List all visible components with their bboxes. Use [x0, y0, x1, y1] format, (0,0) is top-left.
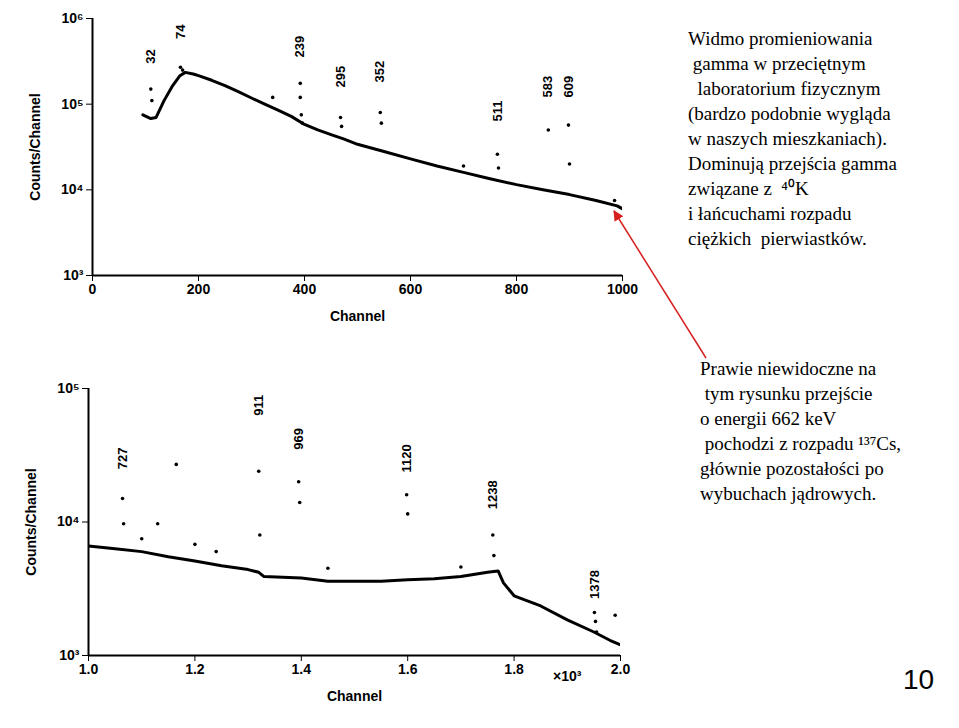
html-text:wybuchach jądrowych.: wybuchach jądrowych.: [700, 483, 877, 504]
html-text:w naszych mieszkaniach).: w naszych mieszkaniach).: [688, 128, 887, 149]
svg-text:32: 32: [143, 49, 158, 63]
svg-text:10³: 10³: [59, 647, 80, 663]
svg-text:239: 239: [292, 36, 307, 58]
svg-text:911: 911: [251, 395, 266, 416]
html-text:gamma w przeciętnym: gamma w przeciętnym: [688, 53, 866, 74]
html-text:(bardzo podobnie wygląda: (bardzo podobnie wygląda: [688, 103, 891, 124]
svg-text:352: 352: [372, 61, 387, 83]
svg-text:×10³: ×10³: [553, 668, 582, 684]
svg-text:10⁴: 10⁴: [57, 513, 80, 529]
html-text:Dominują przejścia gamma: Dominują przejścia gamma: [688, 153, 897, 174]
html-text:tym rysunku przejście: tym rysunku przejście: [700, 383, 873, 404]
svg-text:Channel: Channel: [330, 308, 385, 324]
html-text:Widmo promieniowania: Widmo promieniowania: [688, 28, 873, 49]
svg-text:1.4: 1.4: [292, 661, 312, 677]
svg-text:400: 400: [293, 281, 317, 297]
svg-text:10³: 10³: [63, 267, 84, 283]
svg-text:10⁶: 10⁶: [61, 10, 83, 26]
html-text:pochodzi z rozpadu ¹³⁷Cs,: pochodzi z rozpadu ¹³⁷Cs,: [700, 433, 902, 454]
svg-text:1000: 1000: [607, 281, 638, 297]
svg-text:1.6: 1.6: [398, 661, 418, 677]
svg-text:10⁴: 10⁴: [61, 181, 84, 197]
svg-text:1.8: 1.8: [504, 661, 524, 677]
svg-text:Channel: Channel: [327, 688, 382, 704]
svg-text:1120: 1120: [399, 444, 414, 472]
svg-text:1378: 1378: [587, 570, 602, 599]
html-text:i łańcuchami rozpadu: i łańcuchami rozpadu: [688, 203, 852, 224]
html-text:głównie pozostałości po: głównie pozostałości po: [700, 458, 884, 479]
html-text:ciężkich pierwiastków.: ciężkich pierwiastków.: [688, 228, 867, 249]
svg-text:583: 583: [540, 76, 555, 98]
svg-text:609: 609: [561, 76, 576, 98]
svg-text:2.0: 2.0: [611, 661, 631, 677]
html-text:związane z ⁴⁰K: związane z ⁴⁰K: [688, 178, 809, 199]
svg-text:1238: 1238: [485, 480, 500, 509]
html-text:10: 10: [903, 664, 935, 695]
svg-text:1.0: 1.0: [79, 661, 99, 677]
html-text:laboratorium fizycznym: laboratorium fizycznym: [688, 78, 881, 99]
svg-text:727: 727: [115, 447, 130, 469]
svg-text:511: 511: [490, 101, 505, 122]
svg-text:10⁵: 10⁵: [61, 96, 83, 112]
html-text:Prawie niewidoczne na: Prawie niewidoczne na: [700, 358, 877, 379]
svg-text:1.2: 1.2: [185, 661, 205, 677]
svg-text:969: 969: [291, 428, 306, 450]
html-text:o energii 662 keV: o energii 662 keV: [700, 408, 837, 429]
svg-text:295: 295: [333, 66, 348, 88]
svg-text:74: 74: [173, 24, 188, 39]
svg-text:800: 800: [505, 281, 529, 297]
svg-text:Counts/Channel: Counts/Channel: [27, 93, 43, 200]
svg-text:600: 600: [399, 281, 423, 297]
svg-text:200: 200: [187, 281, 211, 297]
svg-text:10⁵: 10⁵: [57, 380, 79, 396]
svg-text:0: 0: [89, 281, 97, 297]
svg-text:Counts/Channel: Counts/Channel: [23, 468, 39, 575]
